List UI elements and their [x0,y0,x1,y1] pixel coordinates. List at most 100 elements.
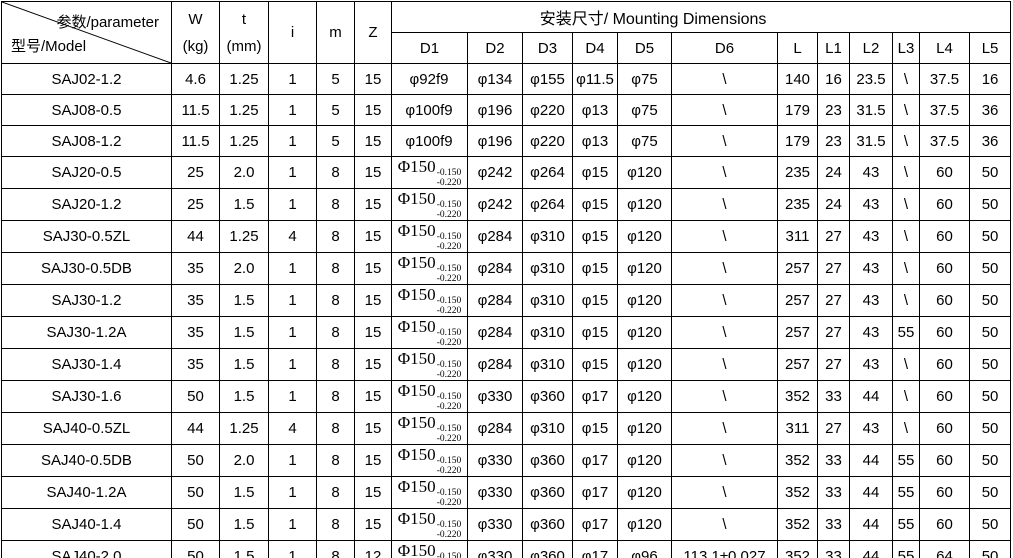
cell-weight: 50 [171,540,220,558]
cell-d4: φ11.5 [572,63,618,95]
cell-l5: 50 [968,156,1012,189]
cell-l1: 27 [817,316,850,349]
cell-d3: φ360 [522,444,573,477]
cell-z: 15 [354,252,392,285]
cell-d5: φ120 [617,316,672,349]
cell-l3: 55 [892,540,920,558]
cell-l3: \ [892,188,920,221]
cell-l5: 50 [968,476,1012,509]
cell-model: SAJ08-1.2 [1,125,172,157]
cell-d5: φ120 [617,508,672,541]
cell-m: 5 [316,125,355,157]
cell-d6: \ [671,316,778,349]
cell-model: SAJ20-0.5 [1,156,172,189]
table-row: SAJ20-0.5 25 2.0 1 8 15 Φ150 -0.150 -0.220… [1,156,1012,189]
cell-m: 8 [316,156,355,189]
cell-l4: 60 [919,220,970,253]
cell-d1: Φ150-0.150-0.220 [391,444,468,477]
table-row: SAJ08-1.2 11.5 1.25 1 5 15 φ100f9 φ196 φ… [1,125,1012,157]
cell-l: 257 [777,316,818,349]
cell-l5: 50 [968,284,1012,317]
cell-weight: 4.6 [171,63,220,95]
cell-z: 15 [354,94,392,126]
cell-l1: 23 [817,94,850,126]
cell-l1: 33 [817,444,850,477]
cell-l3: 55 [892,444,920,477]
table-row: SAJ40-0.5DB 50 2.0 1 8 15 Φ150 -0.150 -0.2… [1,444,1012,477]
cell-d5: φ120 [617,412,672,445]
cell-d3: φ220 [522,125,573,157]
col-header-z: Z [354,1,392,64]
cell-l: 352 [777,540,818,558]
d1-tolerance-lower: -0.220 [436,178,462,188]
col-header-d3: D3 [522,32,573,64]
cell-thickness: 1.25 [219,94,269,126]
cell-l4: 60 [919,476,970,509]
cell-l1: 24 [817,188,850,221]
cell-d6: \ [671,188,778,221]
cell-d1: Φ150-0.150-0.220 [391,508,468,541]
cell-d1: Φ150-0.150-0.220 [391,284,468,317]
cell-d6: \ [671,125,778,157]
mounting-dimensions-group-header: 安装尺寸/ Mounting Dimensions [390,1,1012,33]
cell-l1: 33 [817,380,850,413]
cell-d2: φ284 [467,316,523,349]
cell-l5: 50 [968,188,1012,221]
cell-l: 257 [777,348,818,381]
d1-value: Φ150 [397,445,436,465]
d1-value: Φ150 [397,285,436,305]
col-header-l5: L5 [968,32,1012,64]
cell-m: 8 [316,348,355,381]
cell-z: 15 [354,412,392,445]
cell-l3: \ [892,94,920,126]
cell-l1: 33 [817,540,850,558]
cell-d5: φ120 [617,188,672,221]
cell-l1: 27 [817,220,850,253]
corner-parameter-label: 参数/parameter [56,14,159,31]
table-row: SAJ40-2.0 50 1.5 1 8 12 Φ150-0.150-0.220… [1,540,1012,558]
cell-l5: 16 [968,63,1012,95]
cell-d3: φ360 [522,508,573,541]
cell-d4: φ15 [572,316,618,349]
cell-i: 4 [268,220,317,253]
cell-d2: φ134 [467,63,523,95]
d1-tolerance: -0.150-0.220 [437,392,462,412]
cell-d6: \ [671,348,778,381]
cell-l5: 36 [968,94,1012,126]
col-header-l4: L4 [919,32,970,64]
cell-d4: φ15 [572,348,618,381]
cell-model: SAJ08-0.5 [1,94,172,126]
cell-d6: \ [671,252,778,285]
cell-l: 352 [777,444,818,477]
cell-thickness: 1.5 [219,380,269,413]
table-row: SAJ30-1.6 50 1.5 1 8 15 Φ150 -0.150 -0.220… [1,380,1012,413]
cell-l5: 50 [968,348,1012,381]
cell-d1: Φ150-0.150-0.220 [391,540,468,558]
cell-l2: 43 [849,412,893,445]
cell-z: 15 [354,125,392,157]
cell-l4: 60 [919,316,970,349]
d1-value: Φ150 [397,157,436,177]
d1-tolerance-lower: -0.220 [436,402,462,412]
cell-thickness: 1.5 [219,284,269,317]
cell-d6: \ [671,284,778,317]
cell-l1: 33 [817,508,850,541]
cell-l5: 36 [968,125,1012,157]
cell-d6: \ [671,380,778,413]
cell-d2: φ330 [467,540,523,558]
cell-l: 352 [777,380,818,413]
cell-d4: φ17 [572,540,618,558]
cell-l5: 50 [968,316,1012,349]
cell-l4: 60 [919,252,970,285]
cell-m: 8 [316,412,355,445]
cell-d5: φ120 [617,380,672,413]
d1-tolerance: -0.150-0.220 [437,264,462,284]
cell-model: SAJ30-0.5DB [1,252,172,285]
cell-i: 1 [268,125,317,157]
cell-m: 8 [316,188,355,221]
cell-thickness: 1.25 [219,220,269,253]
cell-d3: φ155 [522,63,573,95]
cell-model: SAJ30-1.4 [1,348,172,381]
cell-l3: \ [892,156,920,189]
cell-i: 1 [268,380,317,413]
